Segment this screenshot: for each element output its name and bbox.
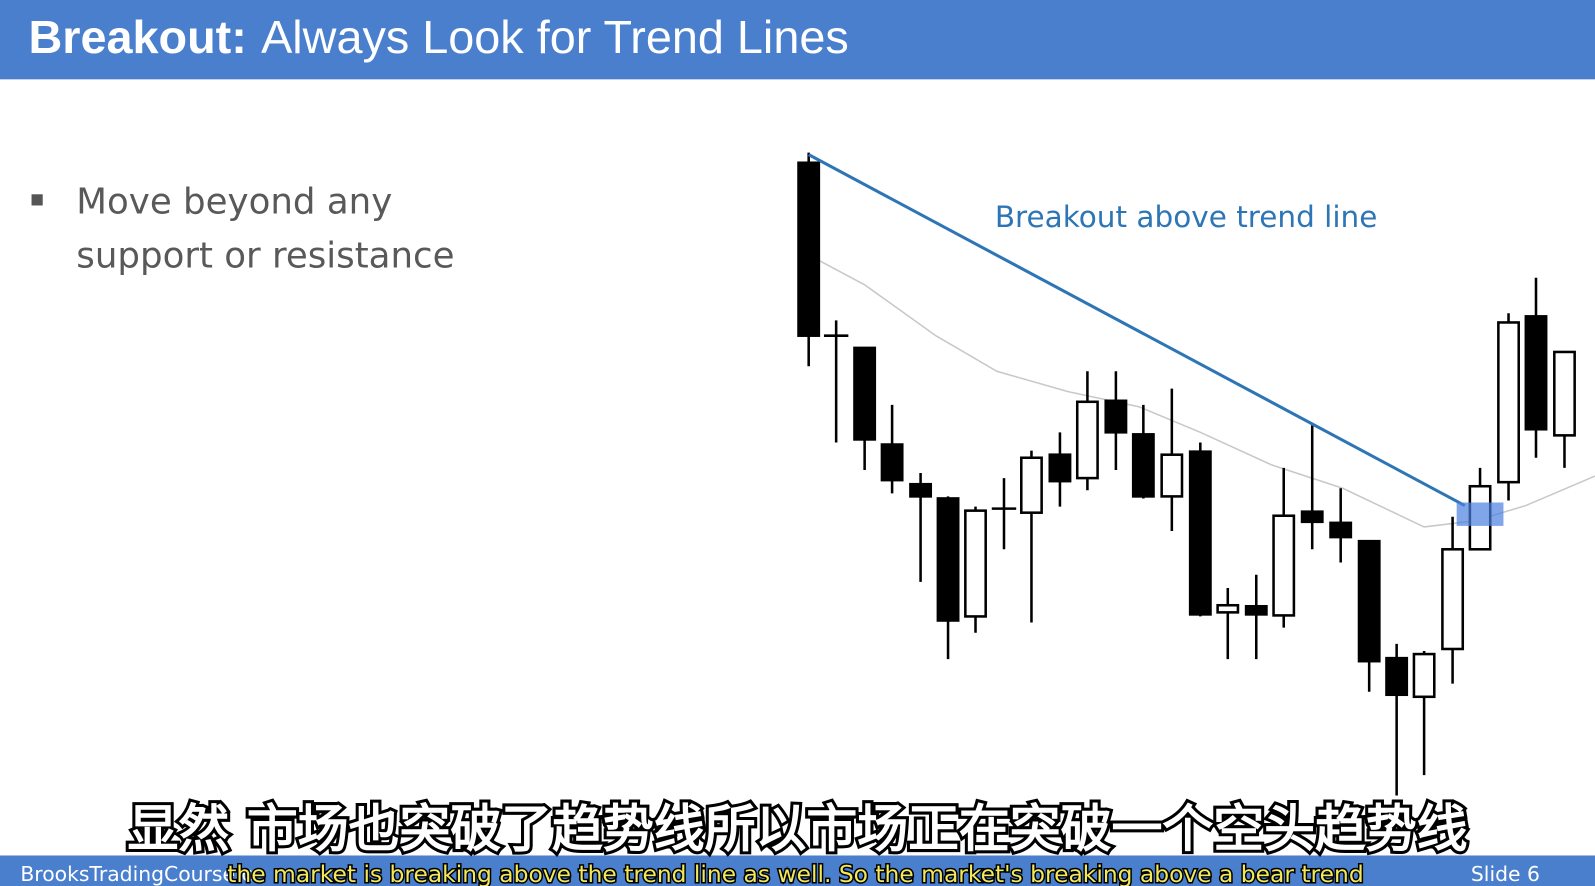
bullet-line: support or resistance	[76, 236, 454, 277]
trend-line	[807, 153, 1466, 507]
footer-slide: Slide 6	[1471, 862, 1540, 886]
title-text: Always Look for Trend Lines	[261, 11, 849, 63]
header-bar	[0, 0, 1595, 80]
breakout-highlight	[1456, 502, 1504, 526]
footer-site: BrooksTradingCourse.c	[20, 862, 252, 886]
footer-bar	[0, 855, 1595, 886]
header-title: Breakout: Always Look for Trend Lines	[28, 11, 848, 63]
subtitle-en: the market is breaking above the trend l…	[227, 860, 1363, 886]
annotation: Breakout above trend line	[995, 200, 1378, 234]
title-bold: Breakout:	[28, 11, 246, 63]
bullet-line: Move beyond any	[76, 182, 392, 223]
candlesticks	[797, 152, 1576, 796]
bullet-icon	[31, 194, 43, 206]
subtitle-zh: 显然 市场也突破了趋势线所以市场正在突破一个空头趋势线	[127, 799, 1467, 858]
